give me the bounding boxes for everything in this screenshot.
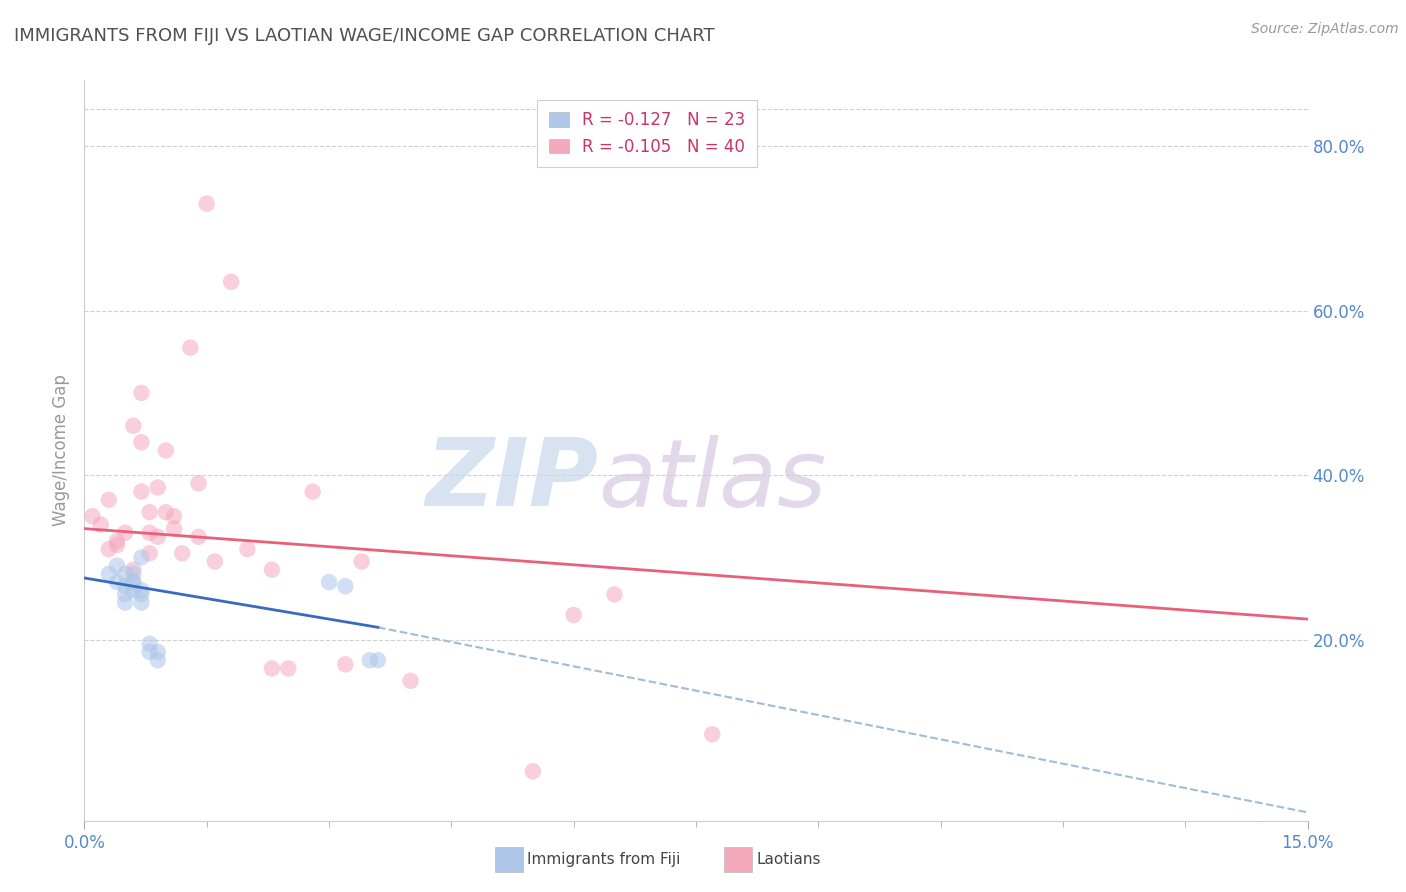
Point (146, 530, 169, 544)
Point (702, 727, 724, 741)
Point (195, 196, 218, 211)
Point (260, 563, 283, 577)
Point (131, 583, 153, 598)
Text: IMMIGRANTS FROM FIJI VS LAOTIAN WAGE/INCOME GAP CORRELATION CHART: IMMIGRANTS FROM FIJI VS LAOTIAN WAGE/INC… (14, 27, 714, 45)
Point (114, 566, 136, 581)
Point (114, 579, 136, 593)
Point (277, 661, 299, 675)
Point (138, 637, 160, 651)
Point (335, 657, 357, 672)
Point (146, 480, 169, 494)
Point (187, 530, 209, 544)
Point (359, 653, 381, 667)
Point (522, 764, 544, 779)
Point (122, 575, 145, 590)
Point (105, 575, 128, 590)
Point (350, 554, 373, 569)
Point (172, 546, 194, 560)
Point (155, 443, 177, 458)
Text: atlas: atlas (598, 434, 827, 525)
Point (399, 673, 422, 688)
Point (131, 385, 153, 400)
Point (138, 505, 160, 519)
Point (131, 435, 153, 450)
Point (122, 563, 145, 577)
Point (114, 525, 136, 540)
Point (163, 522, 186, 536)
Point (105, 533, 128, 548)
Point (603, 587, 626, 601)
Point (105, 538, 128, 552)
Y-axis label: Wage/Income Gap: Wage/Income Gap (52, 375, 70, 526)
Point (138, 645, 160, 659)
Point (155, 505, 177, 519)
Point (114, 587, 136, 601)
Text: Immigrants from Fiji: Immigrants from Fiji (527, 853, 681, 867)
Point (367, 653, 389, 667)
Point (97, 492, 120, 507)
Point (122, 566, 145, 581)
Point (236, 542, 259, 557)
Point (131, 550, 153, 565)
Point (204, 554, 226, 569)
Point (131, 484, 153, 499)
Point (138, 546, 160, 560)
Point (562, 607, 585, 622)
Point (97, 566, 120, 581)
Point (260, 661, 283, 675)
Text: Source: ZipAtlas.com: Source: ZipAtlas.com (1251, 22, 1399, 37)
Point (122, 583, 145, 598)
Point (105, 558, 128, 573)
Point (97, 542, 120, 557)
Point (301, 484, 323, 499)
Point (138, 525, 160, 540)
Point (122, 418, 145, 433)
Point (146, 653, 169, 667)
Point (187, 476, 209, 491)
Point (179, 341, 201, 355)
Point (114, 596, 136, 610)
Point (163, 509, 186, 524)
Point (90, 517, 112, 532)
Text: Laotians: Laotians (756, 853, 821, 867)
Point (122, 575, 145, 590)
Text: ZIP: ZIP (425, 434, 598, 526)
Point (146, 645, 169, 659)
Point (318, 575, 340, 590)
Point (131, 596, 153, 610)
Legend: R = -0.127   N = 23, R = -0.105   N = 40: R = -0.127 N = 23, R = -0.105 N = 40 (537, 100, 756, 168)
Point (82, 509, 104, 524)
Point (131, 587, 153, 601)
Point (219, 275, 242, 289)
Point (335, 579, 357, 593)
